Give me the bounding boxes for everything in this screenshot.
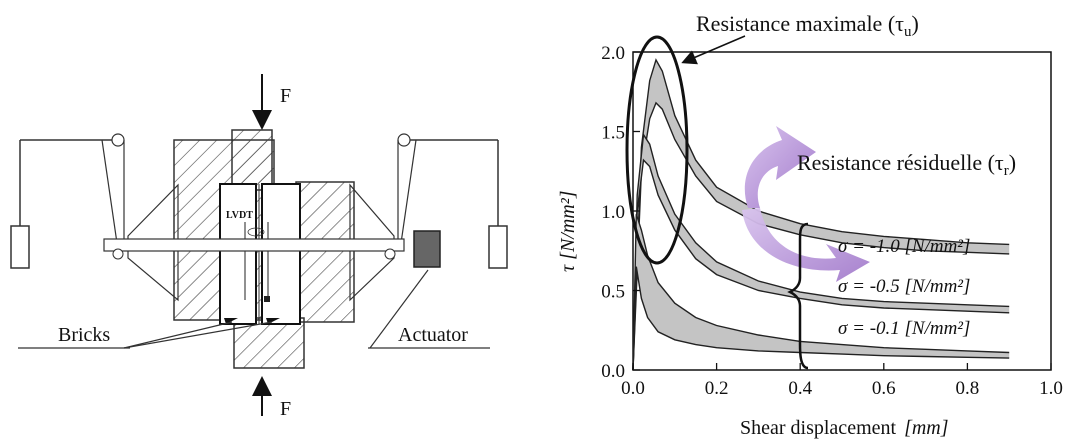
- y-tick-label-0: 0.0: [601, 361, 625, 382]
- shear-test-apparatus: LVDT F F Bricks Actuator: [10, 74, 508, 420]
- series-lower-line-2: [632, 158, 1010, 371]
- annotation-peak: Resistance maximale (τu): [696, 11, 919, 40]
- actuator-callout: Actuator: [368, 269, 490, 349]
- series-lower-line-1: [632, 101, 1010, 371]
- x-tick-label-0: 0.0: [621, 378, 645, 399]
- bricks-label: Bricks: [58, 324, 110, 346]
- x-tick-label-3: 0.6: [872, 378, 896, 399]
- series-upper-line-3: [632, 213, 1010, 371]
- lvdt-label: LVDT: [226, 210, 253, 221]
- bottom-loading-block: [233, 317, 305, 369]
- y-tick-label-4: 2.0: [601, 43, 625, 64]
- right-weight: [397, 133, 508, 269]
- chart-layer: 0.0 0.2 0.4 0.6 0.8 1.0 0.0 0.5 1.0 1.5 2.0: [601, 43, 1063, 399]
- series-brace: [787, 222, 809, 370]
- series-band-3: [633, 214, 1010, 370]
- shear-chart: 0.0 0.2 0.4 0.6 0.8 1.0 0.0 0.5 1.0 1.5 2.0 Resist…: [557, 11, 1063, 439]
- y-tick-label-2: 1.0: [601, 202, 625, 223]
- brick-left: [219, 183, 257, 325]
- annotation-residual: Resistance résiduelle (τr): [797, 150, 1016, 179]
- series-label-2: σ = -0.5 [N/mm²]: [838, 276, 970, 297]
- x-tick-label-4: 0.8: [956, 378, 980, 399]
- x-tick-label-2: 0.4: [788, 378, 812, 399]
- actuator-block: [413, 230, 441, 268]
- horizontal-rod: [103, 238, 405, 260]
- right-loading-block: [295, 181, 355, 323]
- force-label-bottom: F: [280, 398, 291, 420]
- top-loading-block: [231, 129, 273, 191]
- x-tick-label-5: 1.0: [1039, 378, 1063, 399]
- peak-annotation-arrow: [681, 35, 746, 65]
- force-label-top: F: [280, 85, 291, 107]
- series-upper-line-1: [632, 58, 1010, 371]
- series-label-3: σ = -0.1 [N/mm²]: [838, 318, 970, 339]
- bricks-callout: Bricks: [18, 321, 273, 349]
- series-lower-line-3: [632, 266, 1010, 371]
- y-tick-label-1: 0.5: [601, 282, 625, 303]
- y-tick-label-3: 1.5: [601, 123, 625, 144]
- curved-arrow: [742, 126, 870, 282]
- y-axis-label: τ [N/mm²]: [557, 190, 579, 272]
- lvdt-sensor: LVDT: [226, 210, 270, 302]
- series-label-1: σ = -1.0 [N/mm²]: [838, 236, 970, 257]
- x-axis-label: Shear displacement [mm]: [740, 417, 949, 439]
- peak-ellipse: [625, 35, 689, 265]
- x-tick-label-1: 0.2: [705, 378, 729, 399]
- series-upper-line-2: [632, 132, 1010, 371]
- left-weight: [10, 133, 125, 269]
- actuator-label: Actuator: [398, 324, 468, 346]
